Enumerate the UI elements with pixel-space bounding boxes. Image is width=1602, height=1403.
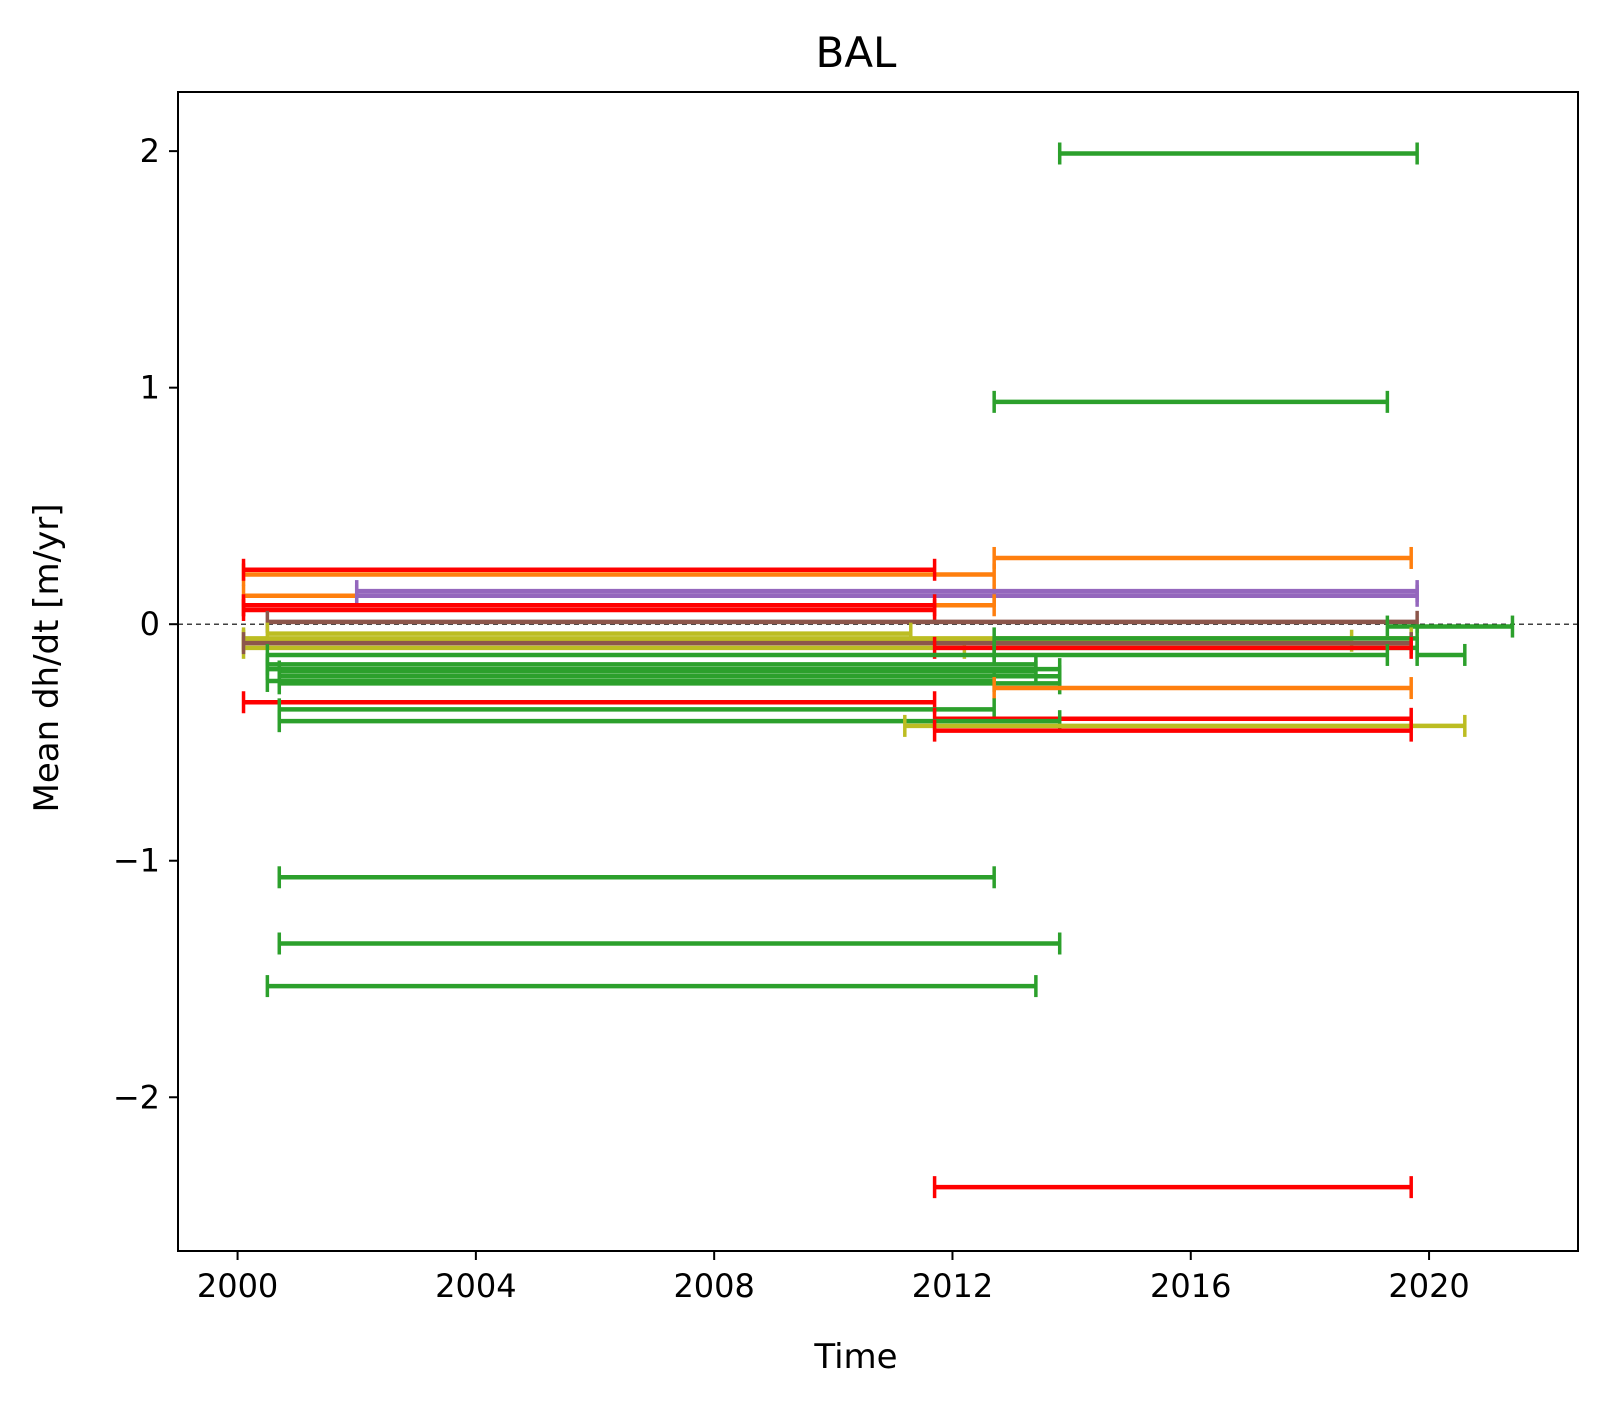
y-tick-label: 1	[140, 369, 160, 407]
data-segment	[992, 546, 1413, 569]
data-segment	[354, 580, 1419, 603]
data-segment	[277, 932, 1062, 955]
x-tick-label: 2000	[197, 1267, 278, 1305]
data-segment	[1057, 142, 1419, 165]
plot-frame	[177, 91, 1579, 1252]
y-axis: 2 1 0 −1 −2	[113, 132, 178, 1116]
chart-title: BAL	[816, 28, 898, 77]
data-segment	[992, 677, 1413, 700]
data-segment	[932, 1176, 1413, 1199]
data-segment	[1385, 615, 1515, 638]
data-segment	[1415, 643, 1467, 666]
x-tick-label: 2008	[673, 1267, 754, 1305]
x-axis-label: Time	[813, 1337, 897, 1377]
y-tick-label: 0	[140, 605, 160, 643]
data-segment	[277, 866, 996, 889]
data-segment	[277, 672, 1062, 695]
y-axis-label: Mean dh/dt [m/yr]	[27, 504, 67, 813]
x-tick-label: 2016	[1150, 1267, 1231, 1305]
y-tick-label: −2	[113, 1078, 160, 1116]
data-segment	[265, 975, 1038, 998]
data-segment	[241, 599, 937, 622]
data-segment	[992, 390, 1390, 413]
y-tick-label: −1	[113, 842, 160, 880]
data-segment	[903, 714, 1467, 737]
x-axis: 2000 2004 2008 2012 2016 2020	[197, 1251, 1470, 1305]
data-segment	[932, 719, 1413, 742]
x-tick-label: 2012	[912, 1267, 993, 1305]
data-segment	[241, 558, 937, 581]
y-tick-label: 2	[140, 132, 160, 170]
data-segment	[265, 610, 1419, 633]
data-segments	[241, 142, 1515, 1199]
x-tick-label: 2004	[435, 1267, 516, 1305]
x-tick-label: 2020	[1388, 1267, 1469, 1305]
